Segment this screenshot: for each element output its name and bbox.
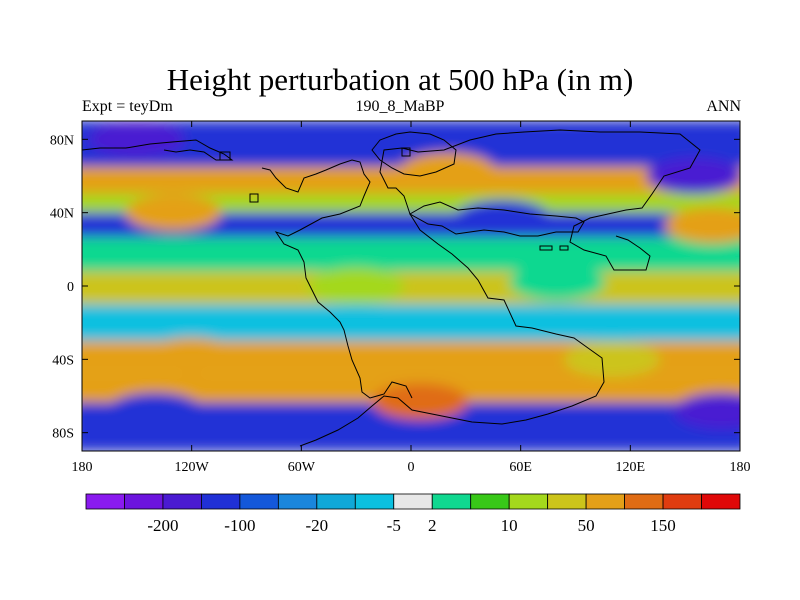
colorbar-label: -100: [224, 516, 255, 535]
contour-band: [82, 304, 740, 341]
x-tick-label: 120W: [175, 460, 210, 475]
colorbar-label: 50: [578, 516, 595, 535]
y-tick-label: 80S: [52, 427, 74, 442]
asia-inner-outline: [408, 201, 585, 237]
colorbar-box: [547, 493, 587, 510]
island-2: [401, 147, 411, 157]
colorbar-box: [662, 493, 702, 510]
contour-blob: [646, 158, 740, 194]
contour-map: [81, 120, 741, 452]
island-1: [249, 193, 259, 203]
contour-blob: [143, 337, 240, 374]
case-label: 190_8_MaBP: [355, 98, 445, 115]
contour-blob: [399, 152, 496, 189]
chart-title: Height perturbation at 500 hPa (in m): [166, 62, 634, 97]
colorbar-box: [624, 493, 664, 510]
contour-band: [82, 237, 740, 272]
x-tick-label: 60E: [509, 460, 532, 475]
contour-blob: [372, 383, 469, 420]
colorbar-box: [354, 493, 395, 510]
contour-blob: [107, 392, 204, 429]
x-tick-label: 60W: [288, 460, 316, 475]
colorbar-label: 10: [501, 516, 518, 535]
contour-blob: [564, 341, 661, 378]
colorbar-box: [470, 493, 510, 510]
colorbar-box: [239, 493, 279, 510]
colorbar-box: [124, 493, 164, 510]
colorbar-box: [585, 493, 625, 510]
contour-blob: [454, 200, 551, 237]
colorbar-box: [393, 493, 433, 510]
x-tick-label: 180: [72, 460, 93, 475]
colorbar-box: [316, 493, 356, 510]
y-tick-label: 40S: [52, 353, 74, 368]
x-tick-label: 180: [730, 460, 751, 475]
americas-outline: [82, 139, 413, 399]
colorbar-box: [85, 493, 125, 510]
experiment-label: Expt = teyDm: [82, 98, 173, 115]
colorbar-label: 150: [650, 516, 676, 535]
season-label: ANN: [706, 98, 741, 115]
colorbar-label: -5: [387, 516, 401, 535]
contour-band: [82, 271, 740, 305]
continent-outlines: [82, 129, 701, 447]
contour-blob: [308, 268, 405, 304]
island-4: [539, 245, 553, 251]
colorbar-box: [508, 493, 549, 510]
y-axis: 80N 40N 0 40S 80S: [50, 133, 740, 442]
colorbar-label: -20: [305, 516, 328, 535]
contour-blob: [673, 392, 740, 429]
x-tick-label: 120E: [616, 460, 646, 475]
greenland-outline: [371, 131, 457, 177]
contour-blob: [125, 194, 222, 231]
x-axis: 180 120W 60W 0 60E 120E 180: [72, 121, 751, 475]
contour-blob: [88, 121, 185, 158]
colorbar: -200 -100 -20 -5 2 10 50 150: [85, 493, 741, 535]
contour-blob: [509, 264, 606, 301]
colorbar-label: 2: [428, 516, 437, 535]
colorbar-box: [701, 493, 741, 510]
colorbar-box: [277, 493, 318, 510]
island-3: [219, 151, 231, 161]
x-tick-label: 0: [408, 460, 415, 475]
island-5: [559, 245, 569, 251]
colorbar-box: [201, 493, 241, 510]
antarctica-outline: [299, 129, 701, 447]
y-tick-label: 40N: [50, 207, 74, 222]
colorbar-label: -200: [147, 516, 178, 535]
contour-band: [82, 193, 740, 213]
y-tick-label: 80N: [50, 133, 74, 148]
colorbar-box: [431, 493, 472, 510]
colorbar-box: [162, 493, 202, 510]
y-tick-label: 0: [67, 280, 74, 295]
contour-blob: [664, 207, 740, 244]
